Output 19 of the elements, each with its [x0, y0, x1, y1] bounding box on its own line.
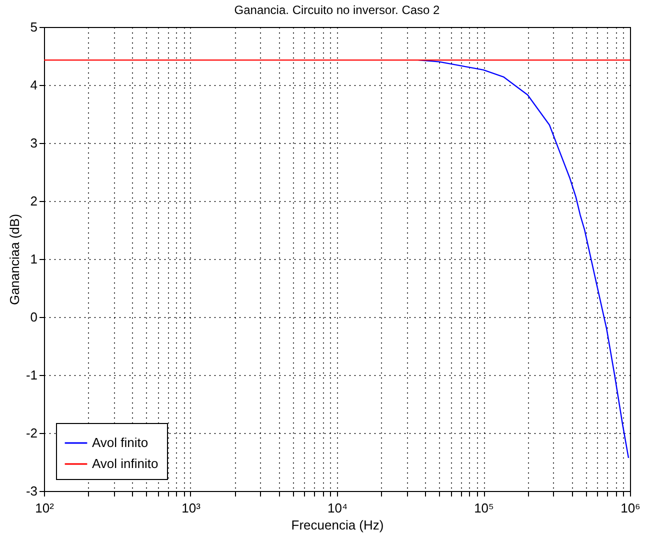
- y-axis-title: Gananciaa (dB): [6, 214, 22, 306]
- x-tick-label: 10⁶: [620, 500, 640, 516]
- y-tick-label: -3: [26, 484, 38, 498]
- y-tick-label: 0: [30, 310, 38, 324]
- y-tick-label: 5: [30, 20, 38, 34]
- x-tick-label: 10⁴: [327, 500, 348, 516]
- y-tick-label: 4: [30, 78, 38, 92]
- x-tick-label: 10⁵: [474, 500, 494, 516]
- x-tick-label: 10³: [182, 500, 202, 516]
- y-tick-label: 2: [30, 194, 38, 208]
- y-tick-label: 3: [30, 136, 38, 150]
- y-tick-label: -1: [26, 368, 38, 382]
- chart-title: Ganancia. Circuito no inversor. Caso 2: [234, 3, 440, 17]
- legend-label: Avol finito: [92, 435, 148, 450]
- y-tick-label: 1: [30, 252, 38, 266]
- y-tick-label: -2: [26, 426, 38, 440]
- legend-label: Avol infinito: [92, 456, 158, 471]
- x-tick-label: 10²: [35, 500, 55, 516]
- x-axis-title: Frecuencia (Hz): [291, 518, 384, 532]
